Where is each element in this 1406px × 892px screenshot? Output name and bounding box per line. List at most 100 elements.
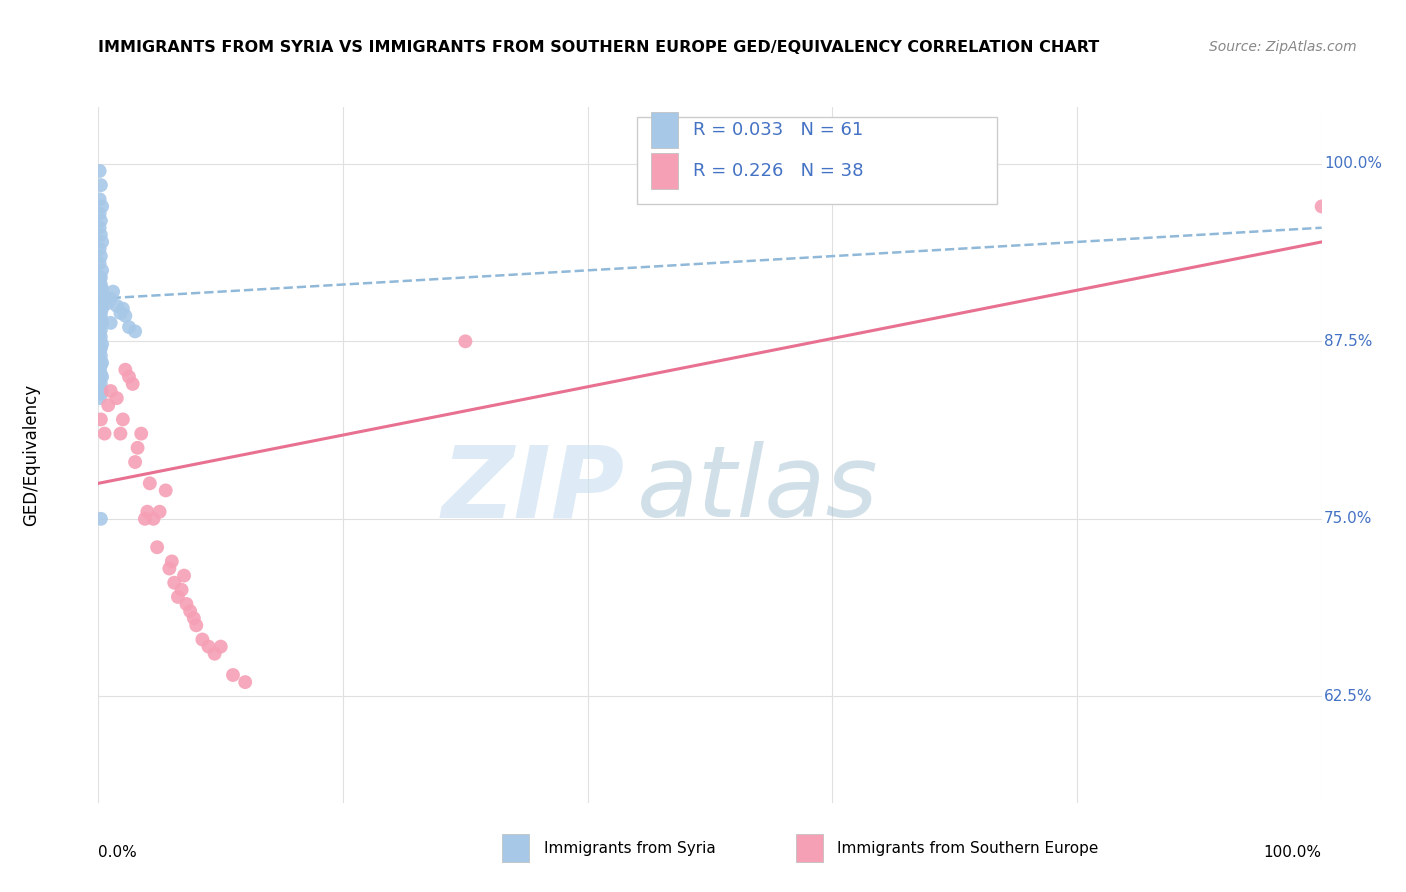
Point: [163, 575, 186, 590]
Text: ZIP: ZIP: [441, 442, 624, 538]
Point: [1310, 199, 1333, 213]
Point: [90, 349, 112, 363]
Text: 87.5%: 87.5%: [1324, 334, 1372, 349]
Point: [454, 334, 477, 349]
Point: [118, 320, 141, 334]
Point: [89, 242, 111, 256]
Point: [136, 505, 159, 519]
Point: [101, 285, 124, 299]
Point: [89, 220, 111, 235]
Text: Source: ZipAtlas.com: Source: ZipAtlas.com: [1209, 40, 1357, 54]
Point: [91, 263, 114, 277]
Point: [91, 337, 114, 351]
Text: 75.0%: 75.0%: [1324, 511, 1372, 526]
Point: [93, 426, 115, 441]
Text: 0.0%: 0.0%: [98, 845, 138, 860]
Point: [89, 270, 111, 285]
Point: [209, 640, 232, 654]
Bar: [502, 834, 529, 862]
Point: [90, 330, 112, 344]
Text: IMMIGRANTS FROM SYRIA VS IMMIGRANTS FROM SOUTHERN EUROPE GED/EQUIVALENCY CORRELA: IMMIGRANTS FROM SYRIA VS IMMIGRANTS FROM…: [98, 40, 1099, 55]
Point: [89, 164, 111, 178]
Text: R = 0.226   N = 38: R = 0.226 N = 38: [693, 161, 863, 179]
Point: [90, 277, 112, 292]
Bar: [651, 112, 678, 148]
Point: [90, 270, 112, 285]
Point: [90, 178, 112, 193]
Bar: [651, 153, 678, 189]
Point: [90, 376, 112, 391]
Text: atlas: atlas: [637, 442, 879, 538]
Point: [89, 273, 111, 287]
Point: [89, 334, 111, 349]
Point: [179, 604, 201, 618]
Point: [97, 296, 120, 310]
Text: Immigrants from Syria: Immigrants from Syria: [544, 840, 716, 855]
Point: [90, 367, 112, 381]
Point: [91, 316, 114, 330]
Text: 62.5%: 62.5%: [1324, 689, 1372, 704]
Point: [89, 352, 111, 367]
Point: [160, 554, 183, 568]
Point: [183, 611, 205, 625]
Text: 100.0%: 100.0%: [1264, 845, 1322, 860]
Point: [90, 387, 112, 401]
Point: [129, 426, 152, 441]
Point: [118, 369, 141, 384]
Point: [121, 376, 143, 391]
Point: [105, 391, 128, 405]
Point: [157, 561, 180, 575]
Point: [176, 597, 198, 611]
Point: [90, 323, 112, 337]
Point: [91, 235, 114, 249]
Point: [191, 632, 214, 647]
Point: [197, 640, 219, 654]
Point: [111, 301, 134, 316]
Point: [91, 282, 114, 296]
Point: [97, 398, 120, 412]
Point: [89, 362, 111, 376]
Point: [204, 647, 226, 661]
Point: [89, 381, 111, 395]
Point: [100, 384, 122, 398]
Point: [100, 316, 122, 330]
Text: R = 0.033   N = 61: R = 0.033 N = 61: [693, 120, 863, 139]
Point: [89, 313, 111, 327]
Point: [91, 369, 114, 384]
Point: [90, 306, 112, 320]
Point: [89, 299, 111, 313]
Point: [89, 373, 111, 387]
Text: 100.0%: 100.0%: [1324, 156, 1382, 171]
Point: [100, 292, 122, 306]
Point: [110, 426, 132, 441]
Point: [90, 287, 112, 301]
Point: [127, 441, 149, 455]
Point: [91, 199, 114, 213]
Point: [89, 206, 111, 220]
Point: [90, 359, 112, 373]
Point: [90, 310, 112, 325]
Point: [149, 505, 172, 519]
Point: [89, 309, 111, 323]
Point: [91, 356, 114, 370]
Point: [124, 455, 146, 469]
Point: [222, 668, 245, 682]
Point: [114, 309, 136, 323]
Point: [89, 192, 111, 206]
Point: [90, 342, 112, 356]
Point: [90, 213, 112, 227]
Point: [89, 391, 111, 405]
Point: [90, 294, 112, 309]
Point: [173, 568, 195, 582]
Point: [89, 292, 111, 306]
Point: [90, 512, 112, 526]
Point: [91, 384, 114, 398]
FancyBboxPatch shape: [637, 118, 997, 204]
Point: [91, 301, 114, 316]
Point: [110, 306, 132, 320]
Point: [89, 320, 111, 334]
Point: [167, 590, 190, 604]
Point: [105, 299, 128, 313]
Point: [114, 362, 136, 376]
Point: [155, 483, 177, 498]
